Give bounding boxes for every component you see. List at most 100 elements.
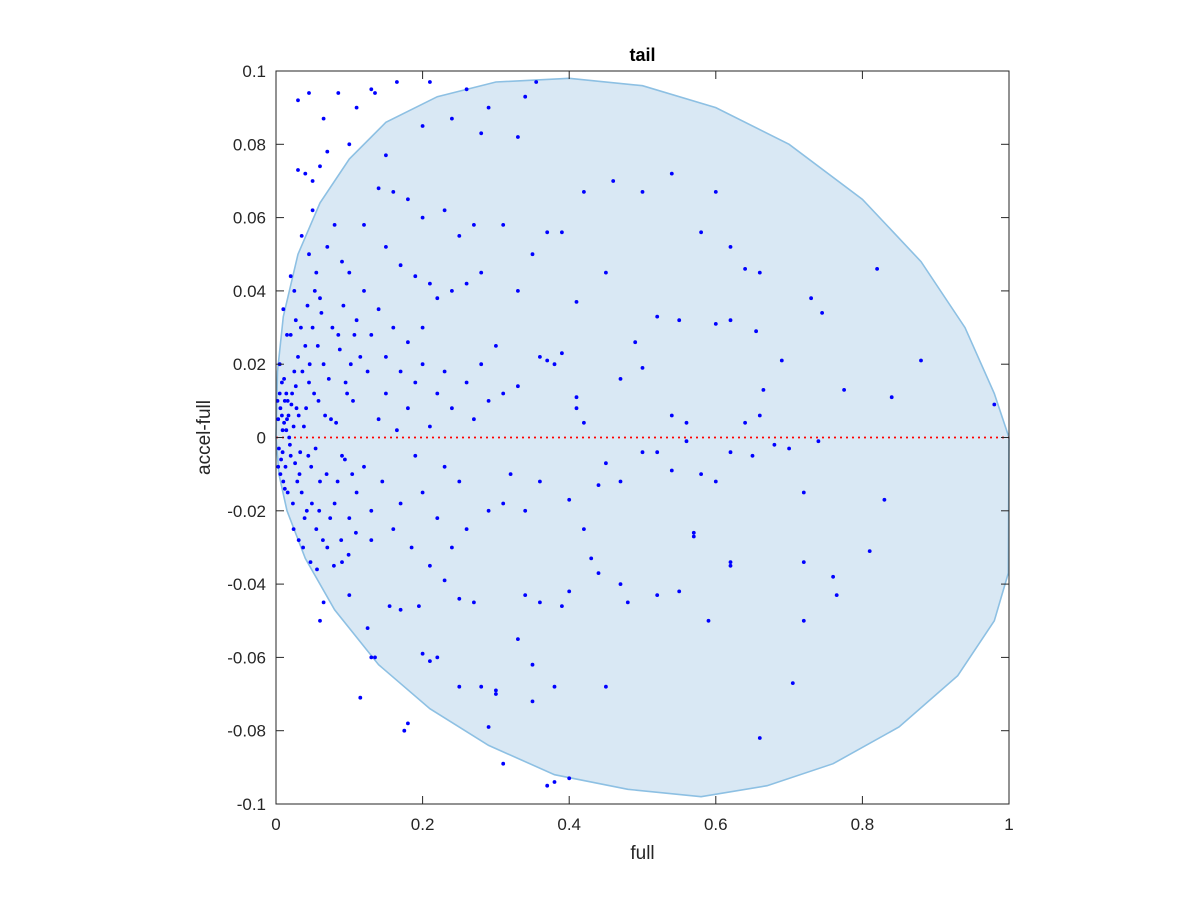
- data-point: [337, 347, 342, 352]
- data-point: [325, 245, 330, 249]
- data-point: [326, 377, 331, 381]
- data-point: [428, 563, 432, 568]
- data-point: [809, 296, 813, 301]
- data-point: [321, 116, 326, 121]
- data-point: [457, 479, 462, 484]
- data-point: [442, 208, 447, 213]
- data-point: [297, 472, 302, 476]
- data-point: [354, 530, 358, 535]
- data-point: [402, 728, 407, 733]
- data-point: [801, 560, 806, 564]
- data-point: [287, 435, 292, 440]
- data-point: [296, 355, 300, 359]
- data-point: [335, 479, 340, 484]
- data-point: [354, 105, 359, 110]
- data-point: [340, 259, 344, 264]
- data-point: [882, 497, 887, 502]
- data-point: [296, 98, 300, 103]
- data-point: [457, 234, 462, 238]
- data-point: [428, 424, 432, 429]
- data-point: [358, 695, 363, 700]
- data-point: [516, 135, 520, 139]
- data-point: [582, 190, 586, 194]
- data-point: [343, 457, 347, 462]
- data-point: [304, 508, 309, 513]
- data-point: [318, 479, 322, 484]
- data-point: [291, 527, 296, 531]
- data-point: [567, 589, 572, 594]
- data-point: [530, 699, 535, 704]
- data-point: [310, 501, 314, 506]
- data-point: [314, 270, 319, 275]
- data-point: [398, 369, 403, 374]
- y-tick-label: 0.02: [233, 355, 266, 374]
- data-point: [369, 333, 374, 337]
- data-point: [728, 245, 733, 249]
- data-point: [486, 508, 491, 513]
- data-point: [761, 388, 766, 392]
- data-point: [743, 267, 747, 271]
- data-point: [301, 545, 305, 550]
- data-point: [336, 333, 341, 337]
- data-point: [442, 578, 447, 583]
- data-point: [611, 179, 616, 183]
- data-point: [472, 600, 476, 605]
- data-point: [290, 391, 294, 396]
- data-point: [285, 490, 290, 495]
- data-point: [369, 87, 374, 92]
- data-point: [655, 450, 660, 455]
- data-point: [291, 424, 296, 429]
- data-point: [574, 395, 579, 400]
- data-point: [296, 538, 301, 542]
- data-point: [293, 384, 298, 389]
- data-point: [384, 391, 388, 396]
- data-point: [530, 662, 535, 667]
- data-point: [420, 490, 425, 495]
- data-point: [757, 270, 762, 275]
- data-point: [307, 252, 311, 257]
- data-point: [288, 274, 293, 279]
- data-point: [343, 380, 348, 385]
- chart-title: tail: [629, 45, 655, 65]
- data-point: [516, 289, 520, 293]
- data-point: [604, 684, 608, 689]
- data-point: [280, 380, 284, 385]
- data-point: [486, 105, 491, 110]
- axes: 0 0.2 0.4 0.6 0.8 1 0.1 0.08 0.06 0.04 0.02 0 -0.02 -…: [227, 62, 1013, 834]
- data-point: [352, 333, 357, 337]
- data-point: [684, 420, 689, 425]
- data-point: [669, 413, 674, 418]
- x-tick-label: 0.8: [851, 815, 875, 834]
- data-point: [790, 681, 795, 685]
- data-point: [728, 450, 733, 455]
- data-point: [501, 223, 506, 227]
- data-point: [501, 761, 506, 766]
- y-tick-label: -0.06: [227, 648, 266, 667]
- data-point: [713, 322, 718, 326]
- data-point: [288, 442, 292, 447]
- data-point: [318, 164, 322, 169]
- data-point: [406, 340, 410, 345]
- data-point: [713, 190, 718, 194]
- data-point: [340, 560, 344, 564]
- data-point: [552, 362, 557, 367]
- data-point: [323, 413, 327, 418]
- data-point: [312, 391, 316, 396]
- y-tick-label: -0.04: [227, 575, 266, 594]
- data-point: [713, 479, 718, 484]
- data-point: [376, 417, 381, 422]
- data-point: [347, 516, 352, 520]
- data-point: [395, 428, 399, 433]
- data-point: [365, 369, 370, 374]
- data-point: [560, 230, 564, 235]
- data-point: [317, 508, 322, 513]
- data-point: [486, 725, 491, 729]
- data-point: [282, 377, 286, 381]
- data-point: [420, 651, 425, 656]
- data-point: [494, 344, 498, 348]
- data-point: [428, 80, 432, 84]
- data-point: [373, 91, 377, 95]
- data-point: [276, 417, 281, 422]
- data-point: [307, 91, 311, 95]
